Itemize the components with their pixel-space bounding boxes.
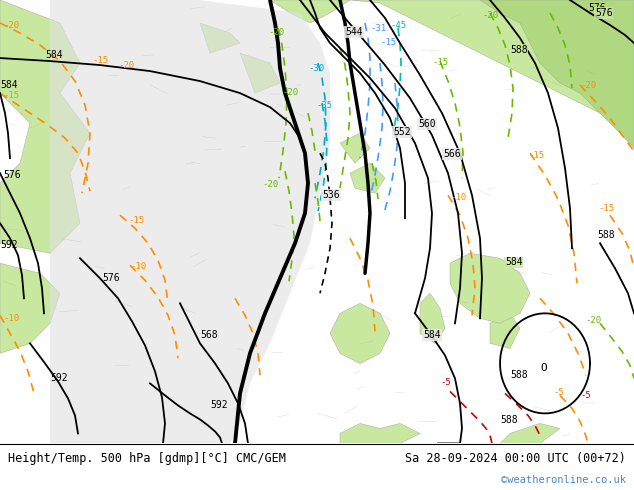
Text: -20: -20 bbox=[118, 61, 134, 70]
Text: -30: -30 bbox=[308, 64, 324, 73]
Text: 566: 566 bbox=[443, 149, 461, 159]
Text: -15: -15 bbox=[528, 151, 544, 160]
Polygon shape bbox=[490, 313, 520, 348]
Polygon shape bbox=[0, 0, 90, 253]
Text: -20: -20 bbox=[482, 11, 498, 20]
Text: -20: -20 bbox=[282, 88, 298, 97]
Polygon shape bbox=[200, 23, 240, 53]
Text: -5: -5 bbox=[580, 392, 591, 400]
Text: 584: 584 bbox=[45, 50, 63, 60]
Text: -15: -15 bbox=[598, 204, 614, 213]
Text: -35: -35 bbox=[316, 101, 332, 110]
Text: Height/Temp. 500 hPa [gdmp][°C] CMC/GEM: Height/Temp. 500 hPa [gdmp][°C] CMC/GEM bbox=[8, 452, 286, 465]
Text: 576: 576 bbox=[595, 8, 612, 18]
Text: -15: -15 bbox=[380, 38, 396, 47]
Text: -20: -20 bbox=[580, 81, 596, 90]
Text: -15: -15 bbox=[432, 58, 448, 67]
Text: -10: -10 bbox=[3, 314, 19, 323]
Text: 592: 592 bbox=[210, 400, 228, 411]
Text: -15: -15 bbox=[128, 216, 144, 225]
Polygon shape bbox=[0, 263, 60, 353]
Text: 588: 588 bbox=[510, 370, 527, 380]
Text: -15: -15 bbox=[3, 91, 19, 100]
Text: -10: -10 bbox=[450, 193, 466, 202]
Text: 536: 536 bbox=[322, 190, 340, 200]
Text: 568: 568 bbox=[200, 330, 217, 341]
Text: 576: 576 bbox=[588, 3, 605, 13]
Text: 588: 588 bbox=[500, 416, 517, 425]
Text: 584: 584 bbox=[423, 330, 441, 341]
Text: -45: -45 bbox=[390, 21, 406, 30]
Text: -20: -20 bbox=[262, 180, 278, 189]
Text: 584: 584 bbox=[0, 80, 18, 90]
Text: -20: -20 bbox=[585, 317, 601, 325]
Text: -15: -15 bbox=[92, 56, 108, 65]
Polygon shape bbox=[350, 0, 634, 133]
Text: -5: -5 bbox=[440, 378, 451, 388]
Text: 592: 592 bbox=[0, 240, 18, 250]
Polygon shape bbox=[480, 0, 634, 148]
Polygon shape bbox=[500, 423, 560, 443]
Polygon shape bbox=[340, 423, 420, 443]
Text: 588: 588 bbox=[597, 230, 614, 240]
Text: O: O bbox=[540, 364, 547, 373]
Text: 560: 560 bbox=[418, 119, 436, 129]
Text: 584: 584 bbox=[505, 257, 522, 267]
Polygon shape bbox=[340, 133, 370, 163]
Text: 576: 576 bbox=[3, 170, 21, 180]
Text: 552: 552 bbox=[393, 127, 411, 137]
Polygon shape bbox=[50, 0, 330, 443]
Polygon shape bbox=[450, 253, 530, 323]
Polygon shape bbox=[270, 0, 350, 23]
Text: 592: 592 bbox=[50, 373, 68, 383]
Text: ©weatheronline.co.uk: ©weatheronline.co.uk bbox=[501, 475, 626, 485]
Text: -31: -31 bbox=[370, 24, 386, 33]
Text: 544: 544 bbox=[345, 27, 363, 37]
Text: -20: -20 bbox=[3, 21, 19, 30]
Text: 588: 588 bbox=[510, 45, 527, 55]
Text: Sa 28-09-2024 00:00 UTC (00+72): Sa 28-09-2024 00:00 UTC (00+72) bbox=[405, 452, 626, 465]
Text: -5: -5 bbox=[553, 389, 564, 397]
Text: -20: -20 bbox=[268, 28, 284, 37]
Polygon shape bbox=[420, 294, 445, 343]
Polygon shape bbox=[330, 303, 390, 364]
Polygon shape bbox=[350, 163, 385, 193]
Text: 576: 576 bbox=[102, 273, 120, 283]
Text: -10: -10 bbox=[130, 262, 146, 271]
Polygon shape bbox=[240, 53, 280, 93]
